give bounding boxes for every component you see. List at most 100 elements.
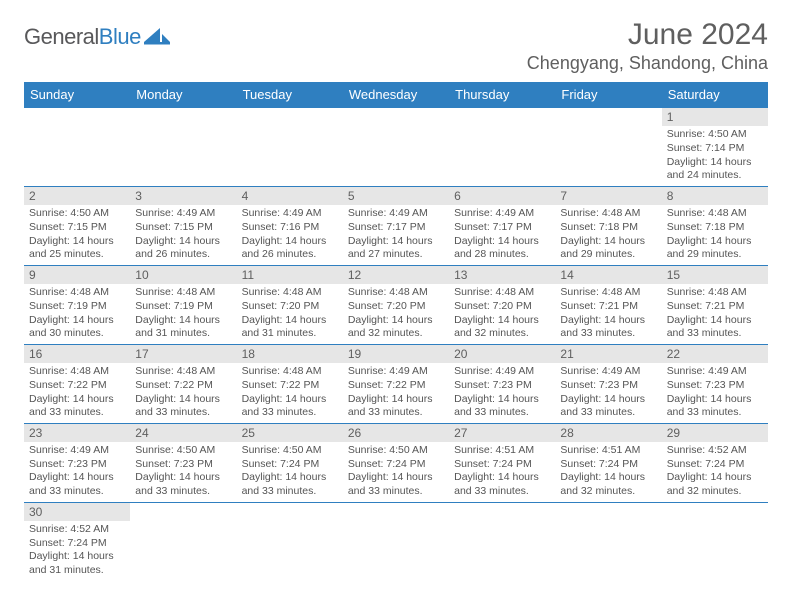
sunset-line: Sunset: 7:17 PM: [454, 221, 550, 235]
sunrise-line: Sunrise: 4:49 AM: [348, 365, 444, 379]
day-number: 5: [343, 187, 449, 205]
day-number: 14: [555, 266, 661, 284]
day-details: Sunrise: 4:48 AMSunset: 7:19 PMDaylight:…: [130, 284, 236, 344]
calendar-cell: 10Sunrise: 4:48 AMSunset: 7:19 PMDayligh…: [130, 265, 236, 344]
sunrise-line: Sunrise: 4:51 AM: [560, 444, 656, 458]
weekday-header: Friday: [555, 82, 661, 108]
calendar-cell: [24, 108, 130, 187]
day-details: Sunrise: 4:52 AMSunset: 7:24 PMDaylight:…: [662, 442, 768, 502]
sunset-line: Sunset: 7:15 PM: [135, 221, 231, 235]
sunset-line: Sunset: 7:23 PM: [560, 379, 656, 393]
sunset-line: Sunset: 7:15 PM: [29, 221, 125, 235]
calendar-cell: 23Sunrise: 4:49 AMSunset: 7:23 PMDayligh…: [24, 423, 130, 502]
calendar-cell: 5Sunrise: 4:49 AMSunset: 7:17 PMDaylight…: [343, 186, 449, 265]
weekday-header: Monday: [130, 82, 236, 108]
day-details: Sunrise: 4:49 AMSunset: 7:23 PMDaylight:…: [449, 363, 555, 423]
day-number: 27: [449, 424, 555, 442]
day-number: 23: [24, 424, 130, 442]
day-number: 20: [449, 345, 555, 363]
daylight-line: Daylight: 14 hours and 33 minutes.: [454, 393, 550, 420]
sunrise-line: Sunrise: 4:49 AM: [560, 365, 656, 379]
day-details: Sunrise: 4:51 AMSunset: 7:24 PMDaylight:…: [555, 442, 661, 502]
logo-text-general: General: [24, 24, 99, 50]
sunrise-line: Sunrise: 4:52 AM: [667, 444, 763, 458]
sunset-line: Sunset: 7:24 PM: [348, 458, 444, 472]
daylight-line: Daylight: 14 hours and 33 minutes.: [29, 471, 125, 498]
calendar-cell: 1Sunrise: 4:50 AMSunset: 7:14 PMDaylight…: [662, 108, 768, 187]
sunrise-line: Sunrise: 4:48 AM: [560, 207, 656, 221]
calendar-cell: [449, 502, 555, 580]
sunrise-line: Sunrise: 4:48 AM: [135, 365, 231, 379]
day-number: 13: [449, 266, 555, 284]
day-number: 24: [130, 424, 236, 442]
sunset-line: Sunset: 7:24 PM: [560, 458, 656, 472]
sunset-line: Sunset: 7:23 PM: [135, 458, 231, 472]
calendar-cell: 19Sunrise: 4:49 AMSunset: 7:22 PMDayligh…: [343, 344, 449, 423]
weekday-header: Wednesday: [343, 82, 449, 108]
sunrise-line: Sunrise: 4:49 AM: [454, 365, 550, 379]
sunset-line: Sunset: 7:21 PM: [560, 300, 656, 314]
day-details: Sunrise: 4:48 AMSunset: 7:19 PMDaylight:…: [24, 284, 130, 344]
sunset-line: Sunset: 7:18 PM: [560, 221, 656, 235]
daylight-line: Daylight: 14 hours and 33 minutes.: [667, 393, 763, 420]
day-details: Sunrise: 4:49 AMSunset: 7:16 PMDaylight:…: [237, 205, 343, 265]
day-number: 28: [555, 424, 661, 442]
sunrise-line: Sunrise: 4:49 AM: [348, 207, 444, 221]
day-details: Sunrise: 4:52 AMSunset: 7:24 PMDaylight:…: [24, 521, 130, 581]
day-number: 16: [24, 345, 130, 363]
daylight-line: Daylight: 14 hours and 29 minutes.: [560, 235, 656, 262]
calendar-cell: 29Sunrise: 4:52 AMSunset: 7:24 PMDayligh…: [662, 423, 768, 502]
daylight-line: Daylight: 14 hours and 33 minutes.: [454, 471, 550, 498]
sunrise-line: Sunrise: 4:48 AM: [454, 286, 550, 300]
daylight-line: Daylight: 14 hours and 32 minutes.: [560, 471, 656, 498]
calendar-cell: 16Sunrise: 4:48 AMSunset: 7:22 PMDayligh…: [24, 344, 130, 423]
weekday-header: Thursday: [449, 82, 555, 108]
sunrise-line: Sunrise: 4:48 AM: [242, 365, 338, 379]
sunrise-line: Sunrise: 4:49 AM: [242, 207, 338, 221]
sunrise-line: Sunrise: 4:50 AM: [29, 207, 125, 221]
calendar-cell: 27Sunrise: 4:51 AMSunset: 7:24 PMDayligh…: [449, 423, 555, 502]
sunset-line: Sunset: 7:18 PM: [667, 221, 763, 235]
day-details: Sunrise: 4:48 AMSunset: 7:22 PMDaylight:…: [24, 363, 130, 423]
calendar-cell: [237, 108, 343, 187]
day-number: 1: [662, 108, 768, 126]
daylight-line: Daylight: 14 hours and 33 minutes.: [348, 471, 444, 498]
daylight-line: Daylight: 14 hours and 26 minutes.: [135, 235, 231, 262]
day-number: 15: [662, 266, 768, 284]
daylight-line: Daylight: 14 hours and 33 minutes.: [560, 314, 656, 341]
day-details: Sunrise: 4:49 AMSunset: 7:22 PMDaylight:…: [343, 363, 449, 423]
calendar-cell: 18Sunrise: 4:48 AMSunset: 7:22 PMDayligh…: [237, 344, 343, 423]
sunset-line: Sunset: 7:17 PM: [348, 221, 444, 235]
day-number: 8: [662, 187, 768, 205]
sunset-line: Sunset: 7:24 PM: [29, 537, 125, 551]
calendar-cell: [555, 502, 661, 580]
daylight-line: Daylight: 14 hours and 31 minutes.: [242, 314, 338, 341]
calendar-cell: 17Sunrise: 4:48 AMSunset: 7:22 PMDayligh…: [130, 344, 236, 423]
day-number: 3: [130, 187, 236, 205]
day-number: 4: [237, 187, 343, 205]
sunrise-line: Sunrise: 4:48 AM: [242, 286, 338, 300]
calendar-cell: [237, 502, 343, 580]
day-details: Sunrise: 4:48 AMSunset: 7:21 PMDaylight:…: [662, 284, 768, 344]
calendar-cell: 13Sunrise: 4:48 AMSunset: 7:20 PMDayligh…: [449, 265, 555, 344]
calendar-cell: [449, 108, 555, 187]
sunrise-line: Sunrise: 4:50 AM: [348, 444, 444, 458]
sunset-line: Sunset: 7:24 PM: [667, 458, 763, 472]
daylight-line: Daylight: 14 hours and 33 minutes.: [242, 471, 338, 498]
sunrise-line: Sunrise: 4:49 AM: [667, 365, 763, 379]
header: GeneralBlue June 2024 Chengyang, Shandon…: [24, 18, 768, 74]
sunrise-line: Sunrise: 4:48 AM: [667, 207, 763, 221]
day-details: Sunrise: 4:48 AMSunset: 7:20 PMDaylight:…: [449, 284, 555, 344]
sunrise-line: Sunrise: 4:49 AM: [135, 207, 231, 221]
calendar-cell: 30Sunrise: 4:52 AMSunset: 7:24 PMDayligh…: [24, 502, 130, 580]
day-details: Sunrise: 4:49 AMSunset: 7:17 PMDaylight:…: [343, 205, 449, 265]
calendar-cell: [343, 108, 449, 187]
sunset-line: Sunset: 7:14 PM: [667, 142, 763, 156]
calendar-cell: 11Sunrise: 4:48 AMSunset: 7:20 PMDayligh…: [237, 265, 343, 344]
daylight-line: Daylight: 14 hours and 32 minutes.: [348, 314, 444, 341]
weekday-header: Tuesday: [237, 82, 343, 108]
sunset-line: Sunset: 7:22 PM: [135, 379, 231, 393]
calendar-cell: [662, 502, 768, 580]
day-number: 19: [343, 345, 449, 363]
sunrise-line: Sunrise: 4:49 AM: [454, 207, 550, 221]
